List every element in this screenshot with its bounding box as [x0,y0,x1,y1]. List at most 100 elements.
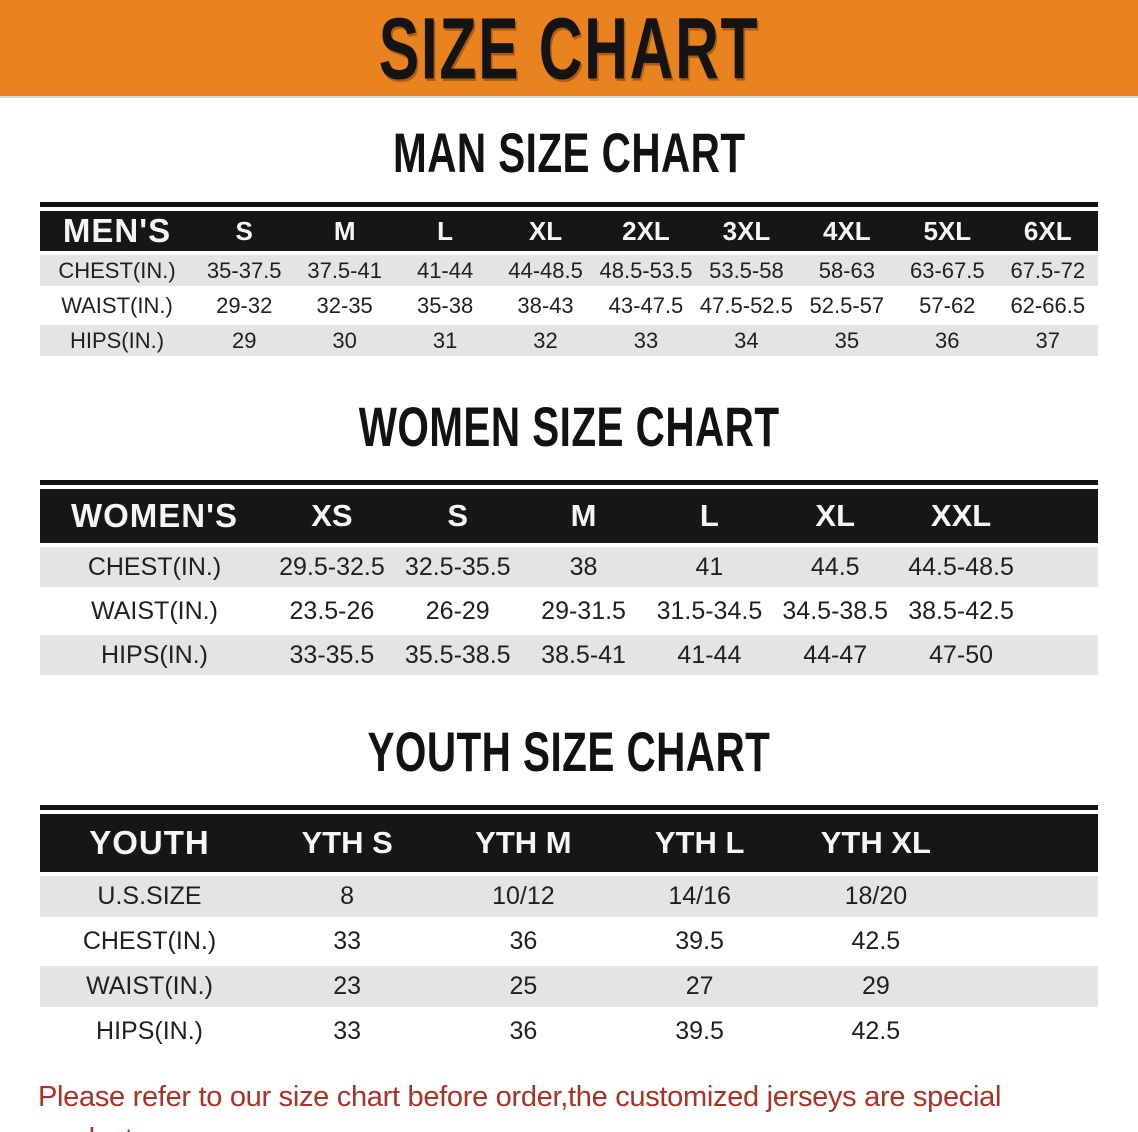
disclaimer-text: Please refer to our size chart before or… [38,1076,1100,1132]
size-value: 38-43 [495,290,596,321]
size-value: 52.5-57 [796,290,898,321]
table-row: HIPS(IN.) 29 30 31 32 33 34 35 36 37 [40,325,1098,356]
row-label: CHEST(IN.) [40,547,269,587]
size-value: 31.5-34.5 [646,591,773,631]
row-label: WAIST(IN.) [40,290,194,321]
size-column-header: XS [269,489,395,543]
size-value: 36 [435,921,612,962]
table-header-row: WOMEN'S XS S M L XL XXL [40,489,1098,543]
size-value: 35-38 [394,290,496,321]
table-row: CHEST(IN.) 29.5-32.5 32.5-35.5 38 41 44.5 44.5… [40,547,1098,587]
row-filler [964,1011,1098,1052]
size-value: 32.5-35.5 [394,547,521,587]
size-value: 29-31.5 [520,591,647,631]
row-label: WAIST(IN.) [40,591,269,631]
womens-size-table: WOMEN'S XS S M L XL XXL CHEST(IN.) 29.5-32.5 32.5… [40,480,1098,679]
table-group-label: WOMEN'S [40,489,269,543]
size-value: 43-47.5 [595,290,697,321]
size-value: 41-44 [646,635,773,675]
size-value: 36 [897,325,998,356]
size-value: 8 [259,876,436,917]
size-value: 37 [997,325,1098,356]
size-column-header: 5XL [897,211,998,251]
size-value: 14/16 [611,876,788,917]
youth-size-chart-heading-text: YOUTH SIZE CHART [367,720,771,784]
size-value: 18/20 [787,876,964,917]
size-value: 33 [259,921,436,962]
row-label: U.S.SIZE [40,876,259,917]
row-filler [964,921,1098,962]
table-row: WAIST(IN.) 23.5-26 26-29 29-31.5 31.5-34.5 34… [40,591,1098,631]
youth-size-table: YOUTH YTH S YTH M YTH L YTH XL U.S.SIZE 8 10/12… [40,805,1098,1056]
row-label: CHEST(IN.) [40,921,259,962]
row-filler [1024,635,1098,675]
size-table: YOUTH YTH S YTH M YTH L YTH XL U.S.SIZE 8 10/12… [40,810,1098,1056]
row-filler [1024,547,1098,587]
row-label: CHEST(IN.) [40,255,194,286]
size-column-header: L [646,489,773,543]
size-column-header: 4XL [796,211,898,251]
size-value: 63-67.5 [897,255,998,286]
size-value: 36 [435,1011,612,1052]
size-value: 33-35.5 [269,635,395,675]
row-label: HIPS(IN.) [40,325,194,356]
size-value: 37.5-41 [294,255,395,286]
table-group-label: YOUTH [40,814,259,872]
youth-size-chart-heading: YOUTH SIZE CHART [0,721,1138,783]
table-row: CHEST(IN.) 35-37.5 37.5-41 41-44 44-48.5 48.5… [40,255,1098,286]
table-row: U.S.SIZE 8 10/12 14/16 18/20 [40,876,1098,917]
size-column-header: M [294,211,395,251]
size-value: 27 [611,966,788,1007]
size-value: 44-48.5 [495,255,596,286]
size-column-header: XL [772,489,899,543]
row-filler [1024,591,1098,631]
table-row: HIPS(IN.) 33-35.5 35.5-38.5 38.5-41 41-44 44-… [40,635,1098,675]
women-size-chart-heading-text: WOMEN SIZE CHART [358,395,780,459]
table-row: CHEST(IN.) 33 36 39.5 42.5 [40,921,1098,962]
header-filler [964,814,1098,872]
banner-title: SIZE CHART [378,0,760,97]
disclaimer-line1: Please refer to our size chart before or… [38,1081,1002,1132]
table-row: WAIST(IN.) 29-32 32-35 35-38 38-43 43-47.5 47.… [40,290,1098,321]
size-value: 23 [259,966,436,1007]
size-value: 35-37.5 [194,255,295,286]
size-table: MEN'S S M L XL 2XL 3XL 4XL 5XL 6XL CHEST(IN.) 35-37… [40,207,1098,360]
size-value: 29.5-32.5 [269,547,395,587]
row-filler [964,966,1098,1007]
size-value: 29-32 [194,290,295,321]
row-label: HIPS(IN.) [40,1011,259,1052]
size-value: 26-29 [394,591,521,631]
table-header-row: YOUTH YTH S YTH M YTH L YTH XL [40,814,1098,872]
header-filler [1024,489,1098,543]
size-value: 29 [787,966,964,1007]
table-header-row: MEN'S S M L XL 2XL 3XL 4XL 5XL 6XL [40,211,1098,251]
table-group-label: MEN'S [40,211,194,251]
size-column-header: 6XL [997,211,1098,251]
size-value: 62-66.5 [997,290,1098,321]
size-value: 38 [520,547,647,587]
size-value: 30 [294,325,395,356]
size-value: 25 [435,966,612,1007]
size-column-header: L [394,211,496,251]
size-value: 57-62 [897,290,998,321]
size-column-header: 3XL [696,211,797,251]
size-value: 32-35 [294,290,395,321]
size-value: 33 [259,1011,436,1052]
mens-size-table: MEN'S S M L XL 2XL 3XL 4XL 5XL 6XL CHEST(IN.) 35-37… [40,202,1098,360]
size-value: 31 [394,325,496,356]
size-column-header: YTH M [435,814,612,872]
size-value: 32 [495,325,596,356]
size-column-header: YTH L [611,814,788,872]
size-value: 44.5 [772,547,899,587]
size-value: 42.5 [787,1011,964,1052]
size-column-header: M [520,489,647,543]
size-value: 29 [194,325,295,356]
size-value: 58-63 [796,255,898,286]
size-value: 35 [796,325,898,356]
size-value: 34.5-38.5 [772,591,899,631]
man-size-chart-heading-text: MAN SIZE CHART [392,121,746,185]
size-value: 23.5-26 [269,591,395,631]
size-value: 48.5-53.5 [595,255,697,286]
size-column-header: 2XL [595,211,697,251]
